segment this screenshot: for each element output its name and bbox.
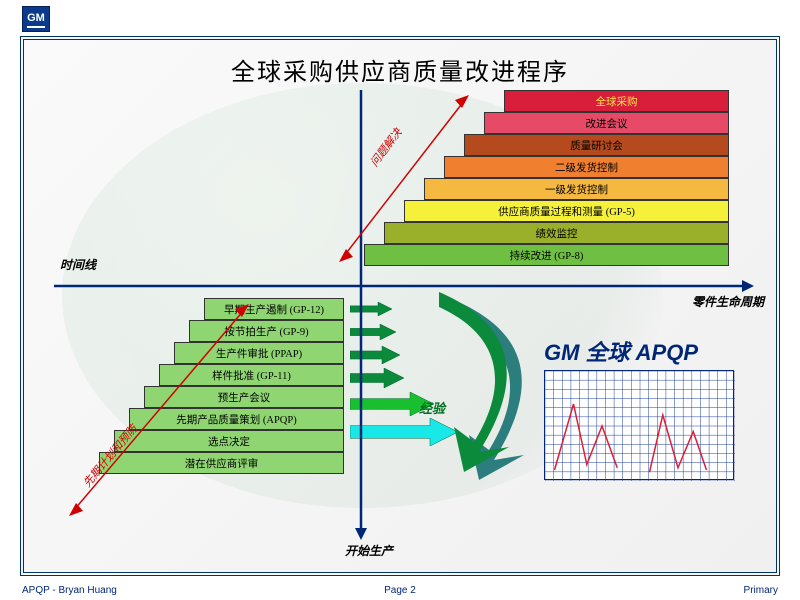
axis-label-timeline: 时间线 <box>60 256 96 273</box>
axis-label-lifecycle: 零件生命周期 <box>692 293 764 310</box>
apqp-title: GM 全球 APQP <box>544 335 698 367</box>
upper-step: 二级发货控制 <box>444 156 729 178</box>
upper-step: 全球采购 <box>504 90 729 112</box>
slide-title: 全球采购供应商质量改进程序 <box>24 52 776 87</box>
timeline-axis <box>54 276 754 296</box>
upper-step: 质量研讨会 <box>464 134 729 156</box>
upper-diagonal-arrow <box>334 86 484 266</box>
slide-frame: 全球采购供应商质量改进程序 全球采购改进会议质量研讨会二级发货控制一级发货控制供… <box>20 36 780 576</box>
footer-center: Page 2 <box>22 585 778 596</box>
gm-logo: GM <box>22 6 50 32</box>
upper-step: 改进会议 <box>484 112 729 134</box>
mini-chart <box>544 370 734 480</box>
axis-label-start-prod: 开始生产 <box>314 542 424 559</box>
footer: APQP - Bryan Huang Page 2 Primary <box>22 585 778 596</box>
